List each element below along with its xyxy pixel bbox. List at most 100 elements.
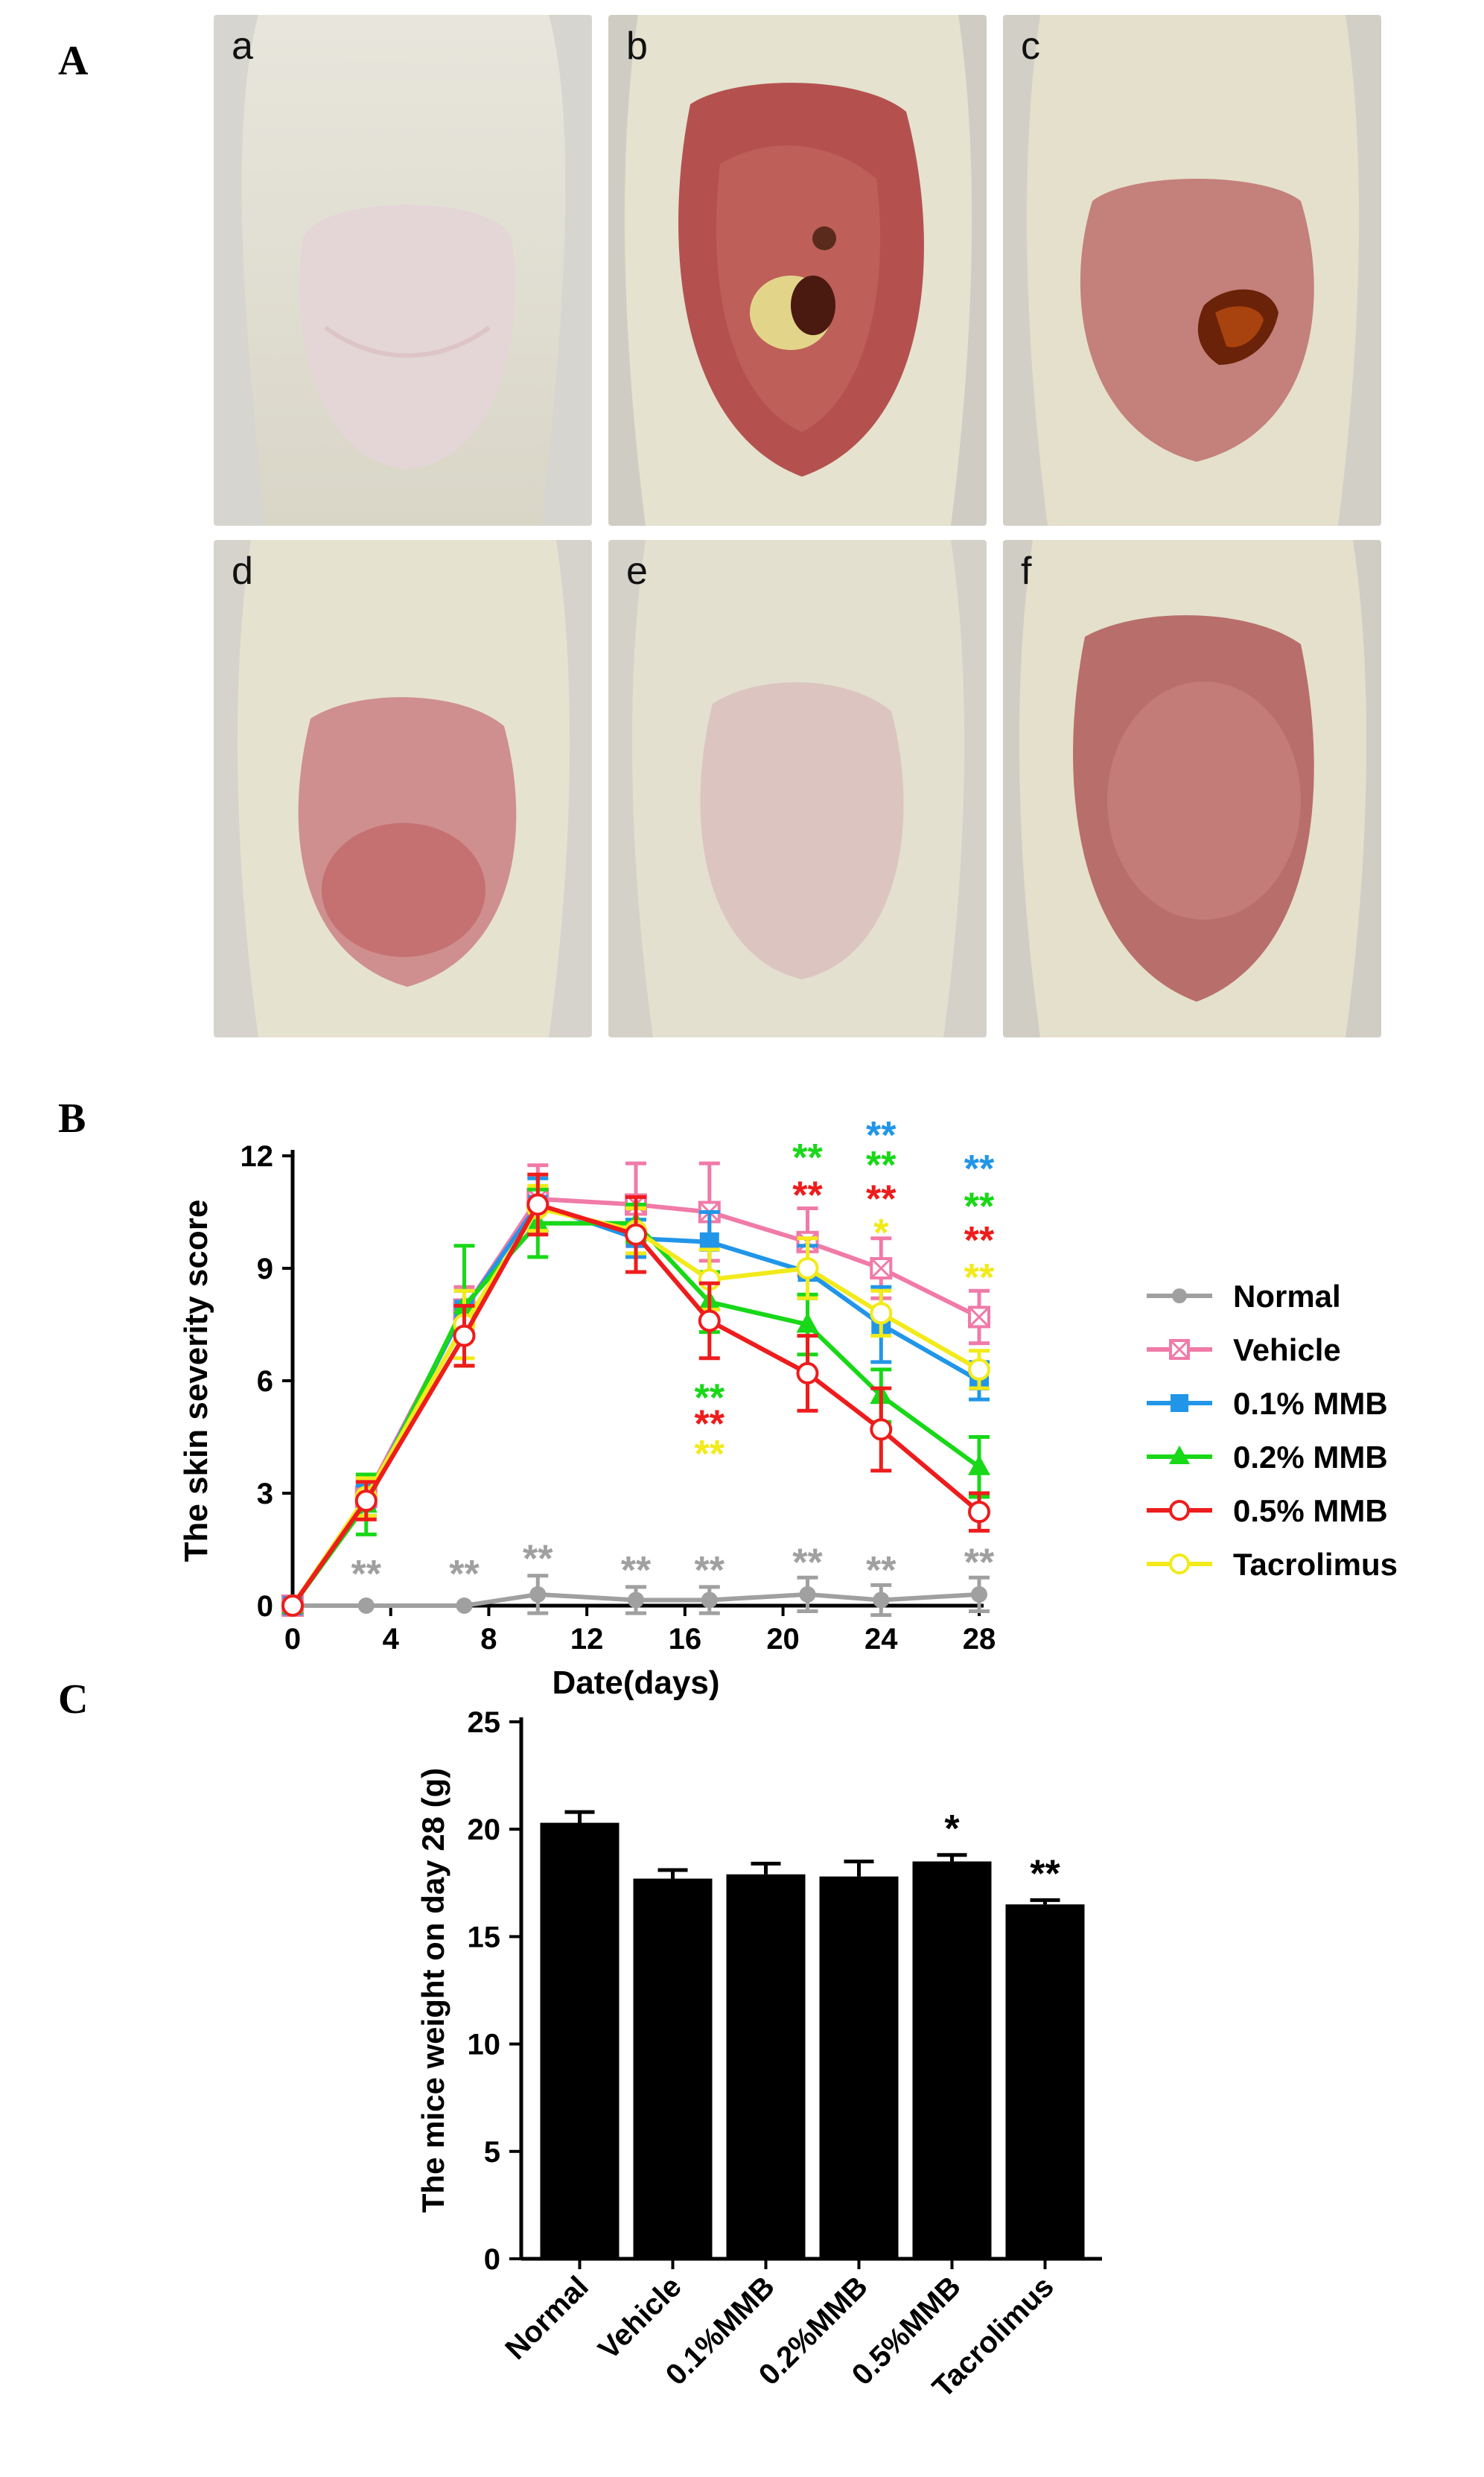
legend-label: Normal [1233, 1279, 1341, 1314]
bar [912, 1861, 992, 2259]
x-tick-label: 8 [480, 1623, 497, 1656]
legend-label: Vehicle [1233, 1332, 1341, 1367]
significance-annotations: ** ** ** ** ** ** ** **************************… [351, 1114, 995, 1596]
photo-label: e [626, 550, 648, 593]
data-point [1169, 1446, 1190, 1464]
x-tick-label: 12 [570, 1623, 604, 1656]
significance-marker: ** [964, 1148, 995, 1191]
legend-item: Normal [1147, 1279, 1341, 1314]
data-point [1171, 1394, 1188, 1412]
data-point [968, 1358, 990, 1381]
significance-marker: ** [866, 1549, 897, 1592]
series-0-5-mmb [281, 1172, 990, 1617]
significance-marker: ** [964, 1542, 995, 1585]
panel-label-b: B [58, 1096, 86, 1142]
mouse-photo-c: c [1003, 15, 1381, 526]
data-point [1169, 1339, 1190, 1360]
bar [819, 1876, 899, 2259]
data-point [971, 1586, 987, 1603]
significance-marker: ** [792, 1542, 823, 1585]
data-point [796, 1361, 819, 1384]
panel-label-a: A [58, 38, 89, 84]
significance-marker: ** [351, 1553, 382, 1596]
y-tick-label: 10 [468, 2029, 501, 2061]
legend-item: 0.2% MMB [1147, 1440, 1388, 1475]
x-tick-label: 0 [284, 1623, 301, 1656]
x-tick-label: Vehicle [592, 2270, 688, 2366]
data-point [625, 1223, 647, 1246]
data-point [701, 1592, 718, 1609]
y-tick-label: 0 [257, 1590, 273, 1623]
legend: Normal Vehicle 0.1% MMB 0.2% MMB 0.5% MMB Tac… [1147, 1279, 1398, 1582]
x-tick-label: Normal [499, 2270, 595, 2366]
significance-marker: ** [449, 1553, 480, 1596]
photo-label: a [232, 25, 253, 68]
legend-item: Vehicle [1147, 1332, 1341, 1367]
significance-marker: * [873, 1212, 889, 1255]
y-tick-label: 5 [484, 2136, 500, 2169]
legend-item: 0.5% MMB [1147, 1493, 1388, 1528]
significance-marker: ** [523, 1538, 553, 1581]
data-point [529, 1586, 547, 1603]
data-point [796, 1257, 819, 1279]
x-tick-label: 28 [963, 1623, 996, 1656]
data-point [453, 1324, 476, 1347]
legend-label: Tacrolimus [1233, 1547, 1398, 1582]
series-group [281, 1161, 990, 1618]
y-tick-label: 25 [468, 1706, 501, 1739]
significance-marker: ** [695, 1376, 725, 1419]
significance-marker: ** [1030, 1852, 1060, 1895]
data-point [698, 1309, 721, 1332]
legend-label: 0.1% MMB [1233, 1386, 1388, 1421]
data-point [968, 1306, 990, 1329]
x-tick-label: 20 [766, 1623, 800, 1656]
data-point [628, 1592, 644, 1609]
significance-marker: ** [792, 1174, 823, 1217]
data-point [870, 1257, 893, 1279]
data-point [354, 1489, 378, 1513]
mouse-photo-f: f [1003, 540, 1381, 1037]
mouse-photo-e: e [608, 540, 987, 1037]
y-axis-label: The mice weight on day 28 (g) [415, 1768, 450, 2213]
y-tick-label: 15 [468, 1921, 501, 1953]
axes: 0 3 6 9 12 0 4 8 12 16 20 24 28 Date(days) The skin se… [178, 1140, 996, 1701]
bar [726, 1874, 806, 2259]
data-point [1172, 1288, 1187, 1303]
x-tick-label: 24 [864, 1623, 898, 1656]
data-point [870, 1302, 893, 1325]
significance-marker: ** [695, 1403, 725, 1446]
data-point [1169, 1500, 1190, 1521]
significance-marker: ** [964, 1219, 995, 1262]
mouse-photo-b: b [608, 15, 987, 526]
significance-marker: ** [792, 1136, 823, 1180]
marker-cross [968, 1306, 990, 1328]
y-tick-label: 3 [257, 1478, 273, 1510]
x-tick-label: 16 [669, 1623, 702, 1656]
panel-label-c: C [58, 1676, 89, 1723]
significance-marker: ** [621, 1549, 652, 1592]
photo-label: d [232, 550, 253, 593]
skin-severity-line-chart: 0 3 6 9 12 0 4 8 12 16 20 24 28 Date(days) The skin se… [178, 1114, 1398, 1701]
data-point [357, 1597, 375, 1614]
bar [540, 1822, 620, 2259]
legend-label: 0.5% MMB [1233, 1493, 1388, 1528]
marker-cross [1169, 1339, 1190, 1360]
data-point [281, 1594, 304, 1617]
data-point [968, 1501, 990, 1524]
significance-marker: ** [866, 1114, 897, 1157]
photo-label: f [1021, 550, 1032, 593]
data-point [799, 1586, 816, 1603]
y-tick-label: 9 [257, 1253, 273, 1285]
significance-marker: * [944, 1807, 960, 1851]
bar-normal: Normal [499, 1810, 620, 2366]
significance-marker: ** [866, 1178, 897, 1221]
data-point [1169, 1554, 1190, 1574]
y-tick-label: 0 [484, 2243, 500, 2276]
significance-marker: ** [695, 1549, 725, 1592]
x-axis-label: Date(days) [552, 1664, 720, 1701]
data-point [526, 1193, 550, 1216]
legend-label: 0.2% MMB [1233, 1440, 1388, 1475]
x-tick-label: 4 [383, 1623, 400, 1656]
bars-group: NormalVehicle0.1%MMB0.2%MMB*0.5%MMB**Tac… [499, 1807, 1085, 2404]
